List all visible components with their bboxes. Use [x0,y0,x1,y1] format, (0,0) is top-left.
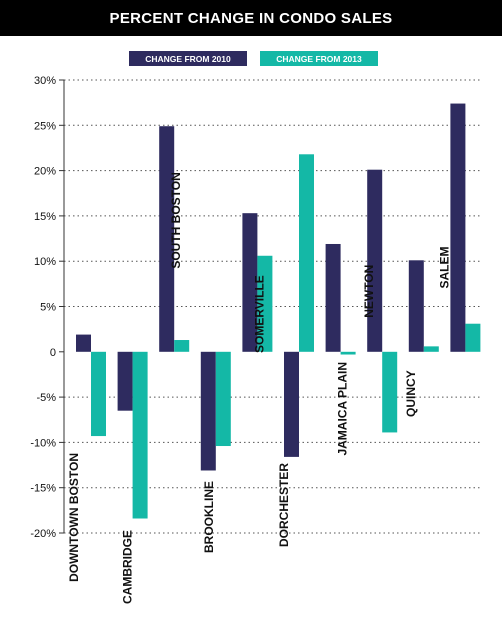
bar-2013 [465,323,481,352]
y-tick-label: 20% [34,166,56,178]
bar-2010 [408,260,424,352]
y-tick-label: 10% [34,256,56,268]
bar-2010 [159,126,175,352]
chart-title: PERCENT CHANGE IN CONDO SALES [0,0,502,36]
category-label: SALEM [437,247,451,289]
category-label: JAMAICA PLAIN [336,362,350,456]
category-label: QUINCY [404,370,418,417]
y-tick-label: -20% [30,528,56,540]
category-label: DOWNTOWN BOSTON [67,453,81,582]
category-label: DORCHESTER [277,463,291,547]
y-tick-label: 0 [50,347,56,359]
bar-2010 [117,351,133,411]
y-tick-label: 25% [34,120,56,132]
bar-2010 [325,243,341,352]
bar-2013 [257,255,273,352]
bar-2013 [132,351,148,519]
category-label: SOMERVILLE [252,275,266,353]
bar-2013 [215,351,231,447]
bar-2010 [284,351,299,457]
category-label: NEWTON [362,265,376,318]
bar-2013 [91,351,106,437]
y-tick-label: 30% [34,75,56,87]
bar-2013 [174,340,190,352]
y-tick-label: -15% [30,483,56,495]
category-label: CAMBRIDGE [121,530,135,604]
y-tick-label: -5% [36,392,56,404]
bar-2010 [367,169,383,352]
legend-item-2013: CHANGE FROM 2013 [260,51,378,66]
bar-2010 [242,213,258,352]
bar-2010 [450,103,466,352]
bar-2013 [299,154,314,352]
bar-2010 [76,334,91,352]
legend-item-2010: CHANGE FROM 2010 [129,51,247,66]
y-tick-label: 15% [34,211,56,223]
bar-2013 [340,351,356,355]
category-label: BROOKLINE [202,481,216,553]
y-tick-label: -10% [30,437,56,449]
bar-2013 [382,351,398,433]
y-tick-label: 5% [40,302,56,314]
category-label: SOUTH BOSTON [169,172,183,268]
bar-2010 [200,351,216,471]
bar-2013 [423,346,439,352]
